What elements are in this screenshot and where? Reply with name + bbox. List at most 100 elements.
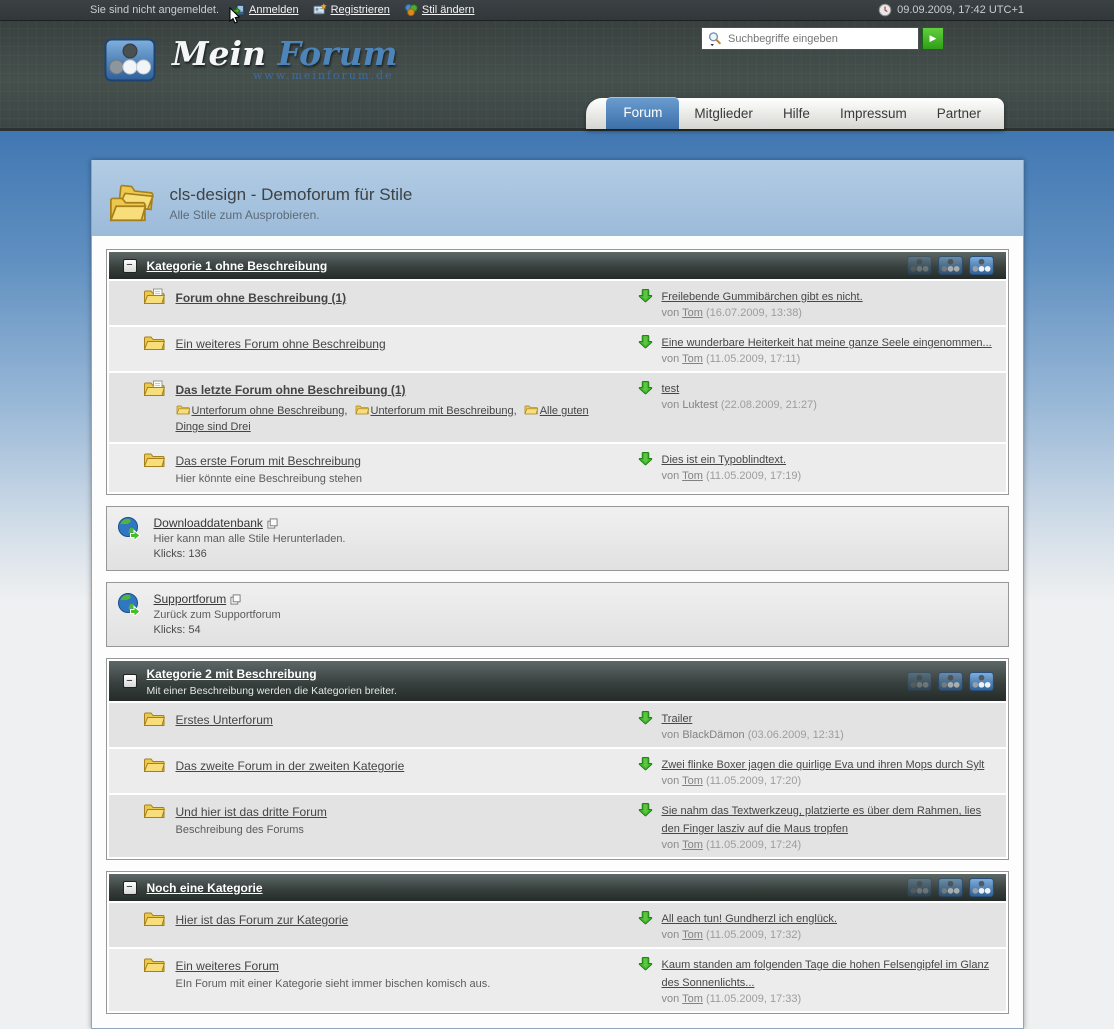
- forum-title-link[interactable]: Ein weiteres Forum ohne Beschreibung: [175, 337, 386, 351]
- subforum-link[interactable]: Alle guten Dinge sind Drei: [175, 405, 589, 433]
- change-style-link[interactable]: Stil ändern: [404, 3, 474, 17]
- forum-row: Das erste Forum mit Beschreibung Hier kö…: [108, 444, 1006, 492]
- forum-title-link[interactable]: Das zweite Forum in der zweiten Kategori…: [175, 759, 405, 773]
- category-status-icon: [907, 878, 932, 897]
- category-title-link[interactable]: Kategorie 1 ohne Beschreibung: [146, 258, 328, 273]
- forum-title-link[interactable]: Und hier ist das dritte Forum: [175, 805, 327, 819]
- content-box: cls-design - Demoforum für Stile Alle St…: [90, 160, 1024, 1029]
- forum-title-link[interactable]: Erstes Unterforum: [175, 713, 273, 727]
- author-link[interactable]: Tom: [682, 775, 703, 787]
- tab-impressum[interactable]: Impressum: [839, 106, 907, 121]
- register-link[interactable]: Registrieren: [313, 3, 390, 17]
- author-name: Luktest: [682, 399, 718, 411]
- author-link[interactable]: Tom: [682, 307, 703, 319]
- goto-last-post-button[interactable]: [638, 910, 653, 930]
- forum-title-link[interactable]: Hier ist das Forum zur Kategorie: [175, 913, 349, 927]
- goto-last-post-button[interactable]: [638, 288, 653, 308]
- login-link[interactable]: Anmelden: [231, 3, 299, 17]
- arrow-down-icon: [638, 710, 653, 725]
- folder-icon: [143, 451, 165, 468]
- subforum-link[interactable]: Unterforum ohne Beschreibung: [191, 405, 345, 417]
- author-link[interactable]: Tom: [682, 839, 703, 851]
- category-title-link[interactable]: Noch eine Kategorie: [146, 880, 263, 895]
- tab-hilfe[interactable]: Hilfe: [782, 106, 810, 121]
- last-topic-link[interactable]: Zwei flinke Boxer jagen die quirlige Eva…: [661, 759, 985, 771]
- arrow-down-icon: [638, 334, 653, 349]
- goto-last-post-button[interactable]: [638, 802, 653, 822]
- datetime-text: 09.09.2009, 17:42 UTC+1: [897, 4, 1024, 16]
- goto-last-post-button[interactable]: [638, 380, 653, 400]
- subforum-link[interactable]: Unterforum mit Beschreibung: [370, 405, 514, 417]
- forum-logo[interactable]: Mein Forum www.meinforum.de: [104, 37, 398, 82]
- category-title-link[interactable]: Kategorie 2 mit Beschreibung: [146, 667, 317, 681]
- tab-partner[interactable]: Partner: [936, 106, 981, 121]
- last-topic-link[interactable]: All each tun! Gundherzl ich englück.: [661, 913, 838, 925]
- last-post-date: (11.05.2009, 17:24): [705, 839, 802, 851]
- link-forum-description: Hier kann man alle Stile Herunterladen.: [153, 533, 346, 545]
- goto-last-post-button[interactable]: [638, 451, 653, 471]
- category-box: − Kategorie 1 ohne Beschreibung: [105, 249, 1009, 495]
- link-forum-row: Supportforum Zurück zum Supportforum Kli…: [105, 582, 1009, 647]
- register-icon: [313, 3, 327, 17]
- category-status-icon: [969, 256, 994, 275]
- forum-description: Beschreibung des Forums: [175, 824, 304, 836]
- clock-icon: [878, 3, 892, 17]
- logo-title-part2: Forum: [277, 34, 398, 73]
- goto-last-post-button[interactable]: [638, 956, 653, 976]
- category-box: − Kategorie 2 mit Beschreibung Mit einer…: [105, 658, 1009, 860]
- folder-unread-icon: [143, 288, 165, 305]
- forum-title-link[interactable]: Das letzte Forum ohne Beschreibung (1): [175, 383, 406, 397]
- board-list: − Kategorie 1 ohne Beschreibung: [91, 236, 1023, 1028]
- goto-last-post-button[interactable]: [638, 756, 653, 776]
- arrow-down-icon: [638, 288, 653, 303]
- forum-row: Ein weiteres Forum EIn Forum mit einer K…: [108, 949, 1006, 1011]
- collapse-category-button[interactable]: −: [122, 674, 137, 688]
- category-header: − Kategorie 1 ohne Beschreibung: [108, 252, 1006, 279]
- search-icon[interactable]: [707, 31, 723, 47]
- tab-forum[interactable]: Forum: [606, 97, 680, 129]
- forum-row: Das letzte Forum ohne Beschreibung (1) U…: [108, 373, 1006, 442]
- collapse-category-button[interactable]: −: [122, 880, 137, 895]
- category-header: − Noch eine Kategorie: [108, 874, 1006, 901]
- last-topic-link[interactable]: Sie nahm das Textwerkzeug, platzierte es…: [661, 805, 982, 835]
- author-link[interactable]: Tom: [682, 470, 703, 482]
- folder-icon: [143, 956, 165, 973]
- page-header: cls-design - Demoforum für Stile Alle St…: [91, 160, 1023, 236]
- arrow-down-icon: [638, 802, 653, 817]
- forum-logo-icon: [104, 38, 156, 82]
- tab-mitglieder[interactable]: Mitglieder: [694, 106, 753, 121]
- arrow-down-icon: [638, 380, 653, 395]
- last-topic-link[interactable]: test: [661, 383, 680, 395]
- goto-last-post-button[interactable]: [638, 710, 653, 730]
- last-topic-link[interactable]: Kaum standen am folgenden Tage die hohen…: [661, 959, 990, 989]
- search-submit-button[interactable]: ▶: [922, 27, 944, 50]
- last-topic-link[interactable]: Trailer: [661, 713, 693, 725]
- last-topic-link[interactable]: Freilebende Gummibärchen gibt es nicht.: [661, 291, 863, 303]
- logo-title-part1: Mein: [172, 34, 267, 73]
- collapse-category-button[interactable]: −: [122, 258, 137, 273]
- author-link[interactable]: Tom: [682, 993, 703, 1005]
- style-icon: [404, 3, 418, 17]
- author-link[interactable]: Tom: [682, 353, 703, 365]
- link-forum-title[interactable]: Supportforum: [153, 592, 227, 606]
- link-forum-title[interactable]: Downloaddatenbank: [153, 516, 263, 530]
- arrow-down-icon: [638, 756, 653, 771]
- link-forum-row: Downloaddatenbank Hier kann man alle Sti…: [105, 506, 1009, 571]
- goto-last-post-button[interactable]: [638, 334, 653, 354]
- category-description: Mit einer Beschreibung werden die Katego…: [146, 685, 397, 697]
- last-topic-link[interactable]: Dies ist ein Typoblindtext.: [661, 454, 787, 466]
- top-status-bar: Sie sind nicht angemeldet. Anmelden Regi…: [0, 0, 1114, 21]
- last-post-date: (22.08.2009, 21:27): [720, 399, 817, 411]
- last-post-date: (11.05.2009, 17:19): [705, 470, 802, 482]
- forum-title-link[interactable]: Das erste Forum mit Beschreibung: [175, 454, 361, 468]
- forum-title-link[interactable]: Forum ohne Beschreibung (1): [175, 291, 347, 305]
- category-status-icon: [938, 256, 963, 275]
- search-input[interactable]: [728, 32, 913, 45]
- page-subtitle: Alle Stile zum Ausprobieren.: [169, 207, 320, 222]
- forum-title-link[interactable]: Ein weiteres Forum: [175, 959, 279, 973]
- category-status-icon: [938, 672, 963, 691]
- author-link[interactable]: Tom: [682, 929, 703, 941]
- last-topic-link[interactable]: Eine wunderbare Heiterkeit hat meine gan…: [661, 337, 992, 349]
- folder-icon: [143, 802, 165, 819]
- arrow-down-icon: [638, 451, 653, 466]
